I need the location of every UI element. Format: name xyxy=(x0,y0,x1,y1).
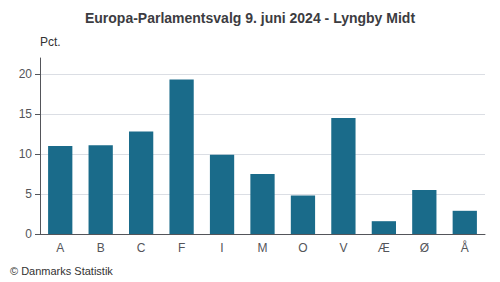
svg-text:A: A xyxy=(56,241,64,255)
svg-text:O: O xyxy=(298,241,307,255)
svg-text:0: 0 xyxy=(25,227,32,241)
svg-text:15: 15 xyxy=(19,107,33,121)
svg-text:F: F xyxy=(178,241,185,255)
svg-text:Å: Å xyxy=(461,240,469,255)
svg-text:M: M xyxy=(258,241,268,255)
svg-text:5: 5 xyxy=(25,187,32,201)
svg-text:B: B xyxy=(97,241,105,255)
svg-text:V: V xyxy=(339,241,347,255)
svg-text:Europa-Parlamentsvalg 9. juni: Europa-Parlamentsvalg 9. juni 2024 - Lyn… xyxy=(85,10,415,26)
svg-text:© Danmarks Statistik: © Danmarks Statistik xyxy=(10,265,113,277)
svg-text:10: 10 xyxy=(19,147,33,161)
svg-text:Ø: Ø xyxy=(420,241,429,255)
svg-text:Æ: Æ xyxy=(378,241,390,255)
svg-text:I: I xyxy=(220,241,223,255)
svg-text:20: 20 xyxy=(19,67,33,81)
svg-text:Pct.: Pct. xyxy=(40,35,61,49)
svg-text:C: C xyxy=(137,241,146,255)
